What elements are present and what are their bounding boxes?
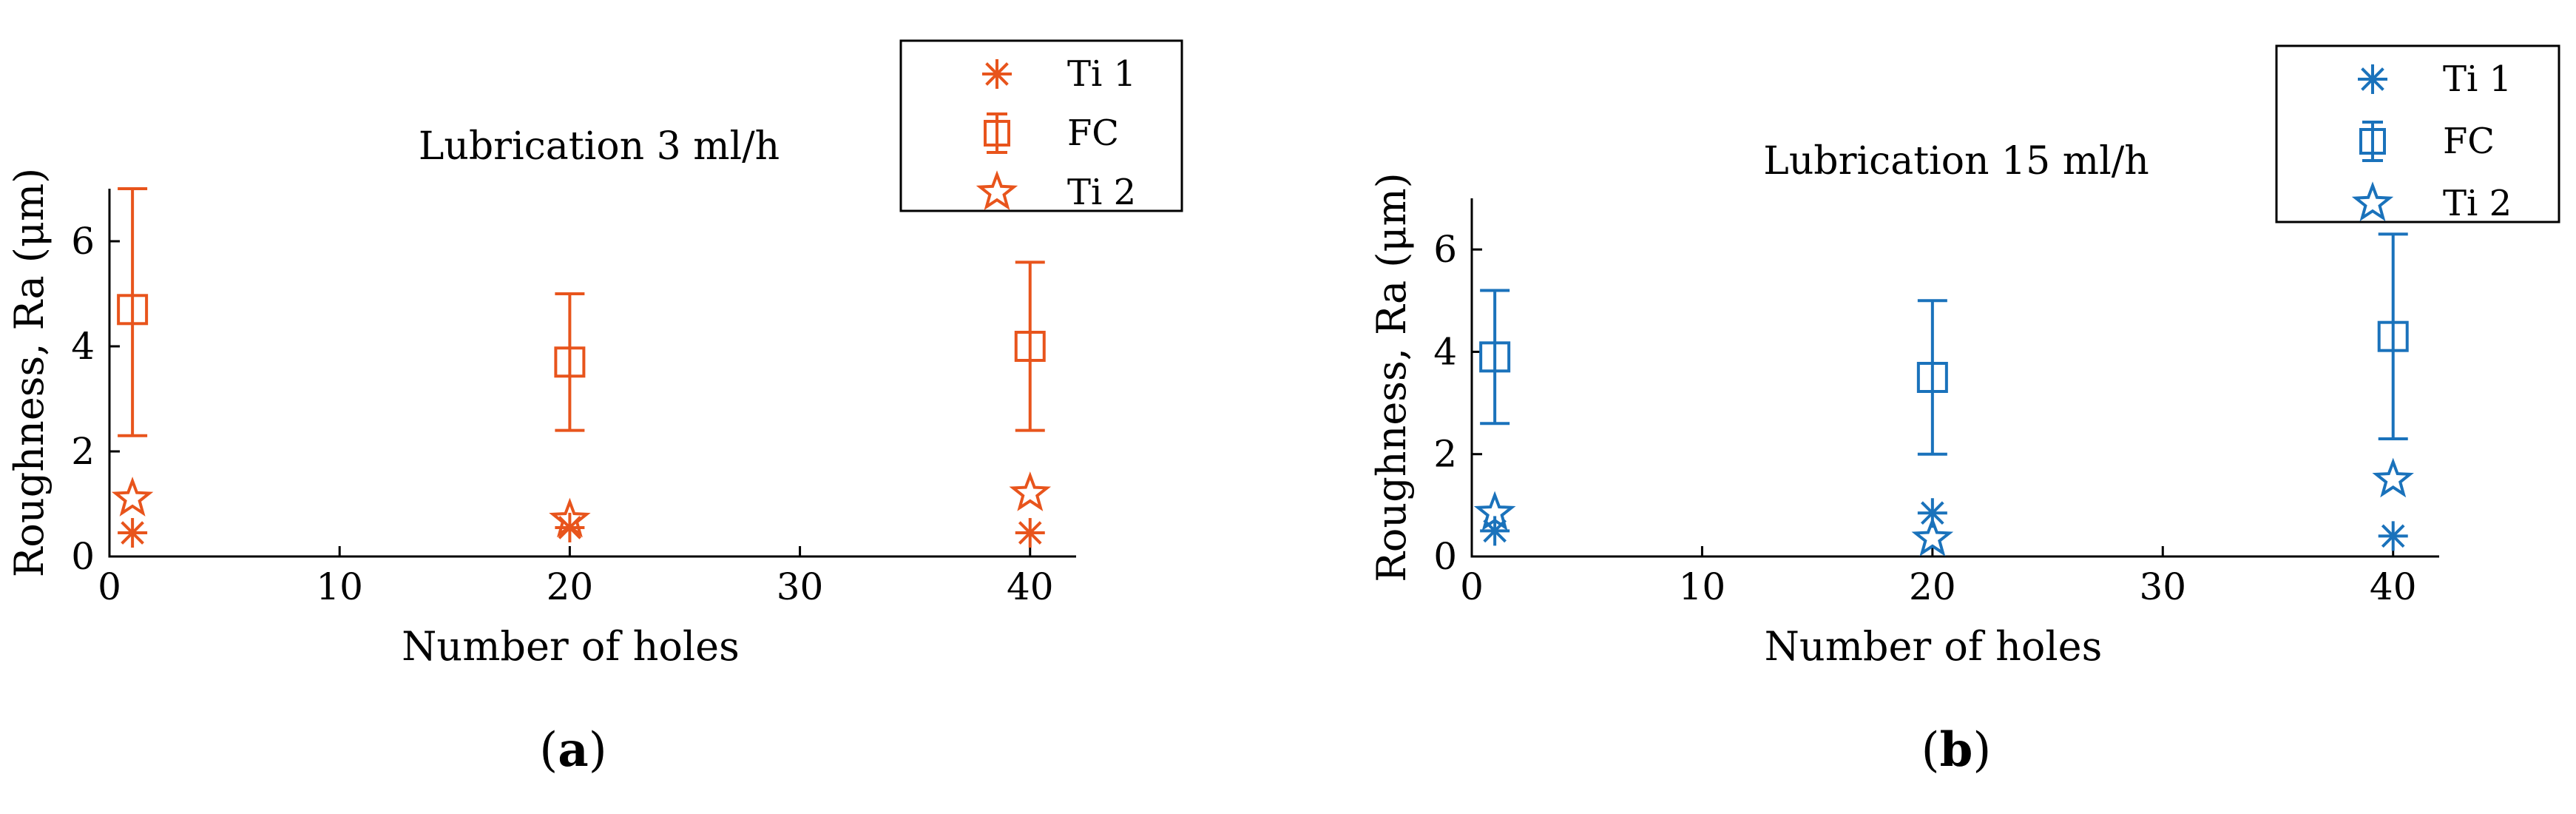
point-fc: [1479, 341, 1511, 373]
y-tick-label: 0: [71, 535, 95, 578]
axes-frame: [108, 189, 1076, 558]
legend: Ti 1 FC Ti 2: [899, 39, 1183, 213]
legend-marker-fc: [984, 120, 1010, 147]
legend-label: FC: [2443, 121, 2495, 162]
legend-label: Ti 2: [1067, 172, 1136, 213]
x-tick-label: 0: [98, 565, 121, 608]
legend-marker-ti-2: [976, 170, 1018, 211]
x-axis-title: Number of holes: [1765, 623, 2103, 670]
point-ti-1: [1015, 518, 1045, 548]
point-fc: [2377, 320, 2409, 352]
y-tick-label: 6: [71, 220, 95, 263]
x-tick-label: 20: [1909, 565, 1956, 608]
legend-marker-ti-2: [2351, 181, 2394, 222]
x-axis-title: Number of holes: [402, 623, 740, 670]
legend-marker-fc: [2359, 128, 2386, 155]
chart-title: Lubrication 15 ml/h: [1763, 139, 2149, 184]
point-ti-2: [1009, 471, 1052, 511]
x-tick-label: 30: [2139, 565, 2186, 608]
errorbar-fc: [1015, 260, 1045, 432]
legend-label: Ti 1: [2443, 58, 2512, 100]
point-ti-2: [1473, 491, 1516, 531]
y-axis-title: Roughness, Ra (μm): [1368, 172, 1415, 582]
errorbar-fc: [118, 187, 148, 437]
legend-box: [899, 39, 1183, 212]
point-fc: [1014, 331, 1046, 362]
y-axis-title: Roughness, Ra (μm): [6, 168, 53, 577]
x-tick-label: 40: [1007, 565, 1054, 608]
panel-label: (a): [539, 722, 606, 778]
panel-label: (b): [1921, 722, 1992, 778]
legend-label: FC: [1067, 112, 1119, 154]
x-tick-label: 40: [2370, 565, 2417, 608]
panel-label-letter: a: [558, 722, 588, 778]
point-fc: [1916, 362, 1948, 393]
y-tick-label: 2: [71, 430, 95, 473]
point-ti-2: [549, 497, 591, 538]
legend-marker-ti-1: [2358, 64, 2387, 94]
errorbar-fc: [555, 292, 585, 432]
legend-box: [2275, 44, 2560, 223]
errorbar-fc: [2378, 232, 2408, 440]
y-tick-label: 2: [1433, 433, 1457, 476]
legend-label: Ti 1: [1067, 53, 1136, 95]
chart-panel-a: 0 10 20 30 40 0 2 4 6 Number of holes Roughness, R…: [6, 39, 1183, 778]
point-fc: [554, 346, 586, 378]
chart-panel-b: 0 10 20 30 40 0 2 4 6 Number of holes Roughness, R…: [1368, 44, 2560, 778]
y-tick-label: 4: [71, 325, 95, 368]
y-tick-label: 0: [1433, 535, 1457, 578]
y-tick-label: 6: [1433, 228, 1457, 271]
panel-label-letter: b: [1940, 722, 1973, 778]
x-tick-label: 0: [1460, 565, 1484, 608]
point-ti-1: [2378, 521, 2408, 551]
y-tick-label: 4: [1433, 330, 1457, 373]
chart-title: Lubrication 3 ml/h: [419, 124, 780, 169]
x-tick-label: 10: [1679, 565, 1726, 608]
point-ti-2: [111, 477, 154, 517]
legend-marker-ti-1: [982, 59, 1012, 89]
point-ti-2: [2372, 457, 2414, 498]
point-ti-1: [118, 518, 148, 548]
legend-label: Ti 2: [2443, 183, 2512, 224]
errorbar-fc: [1480, 289, 1510, 426]
axes-frame: [1470, 198, 2439, 558]
x-tick-label: 30: [777, 565, 824, 608]
errorbar-fc: [1917, 299, 1947, 456]
x-tick-label: 20: [547, 565, 594, 608]
point-ti-2: [1911, 517, 1954, 556]
point-fc: [117, 294, 149, 326]
legend: Ti 1 FC Ti 2: [2275, 44, 2560, 224]
x-tick-label: 10: [316, 565, 363, 608]
